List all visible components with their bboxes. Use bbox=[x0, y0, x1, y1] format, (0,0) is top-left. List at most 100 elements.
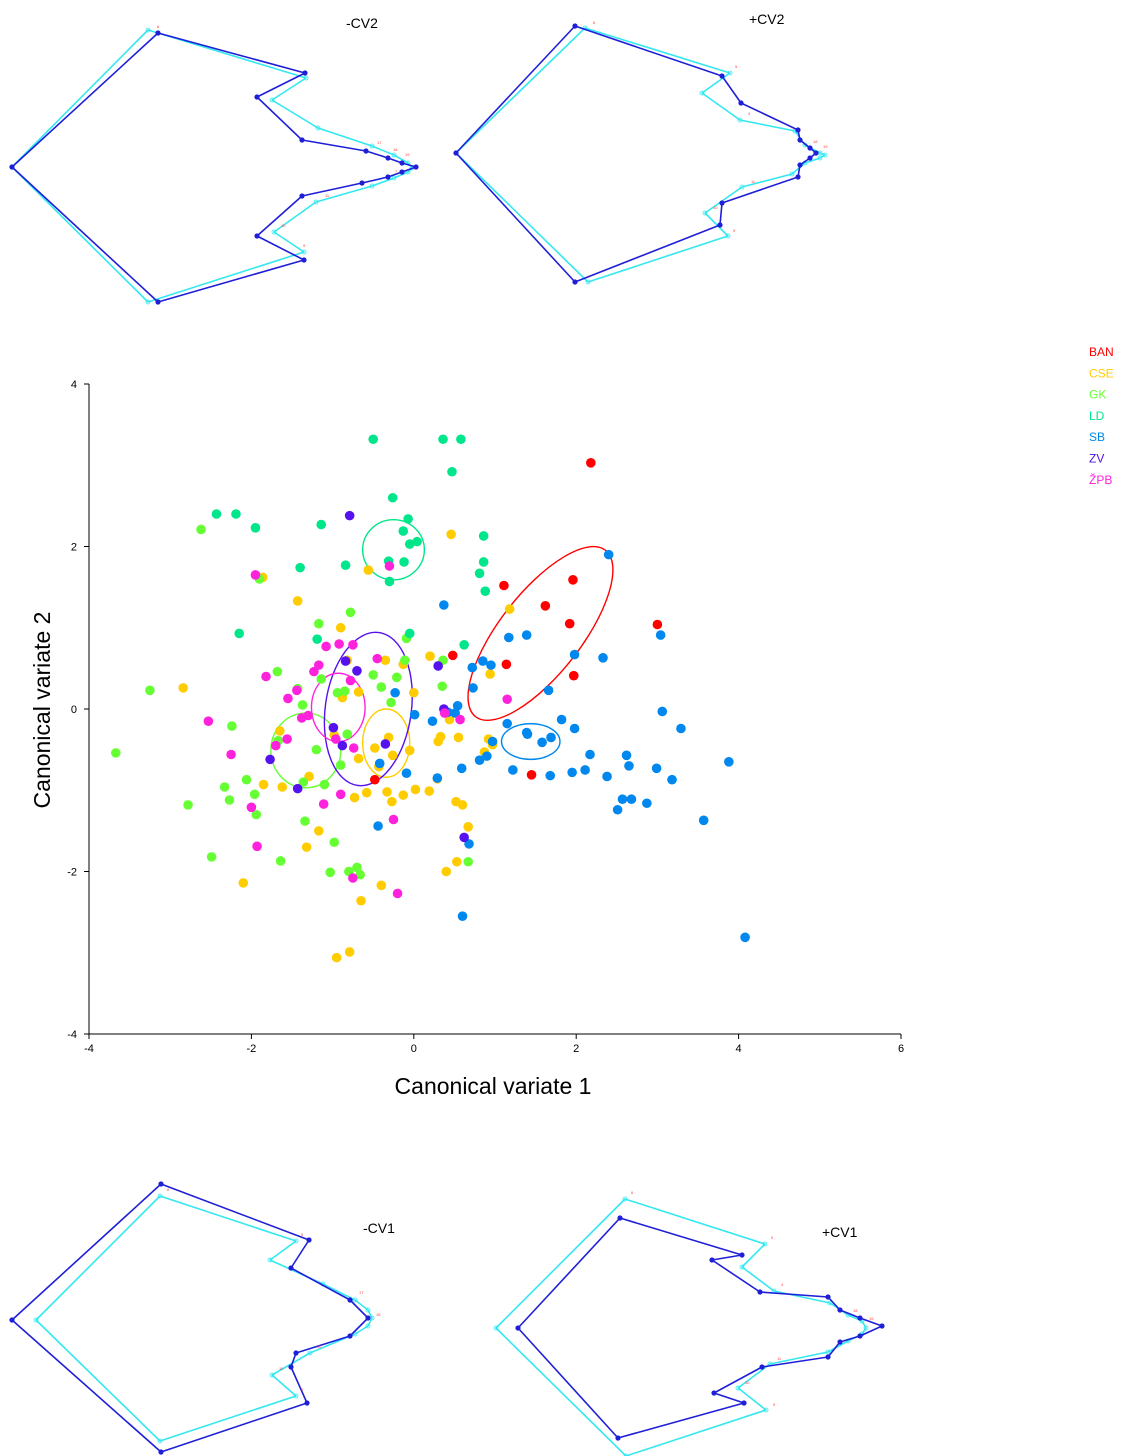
plus-cv2-deformed-landmark-6 bbox=[807, 145, 813, 151]
point-sb-36 bbox=[667, 774, 677, 785]
minus-cv2-consensus-landmark-5 bbox=[369, 143, 375, 149]
point-cse-47 bbox=[335, 622, 346, 633]
plus-cv2-consensus-landmark-13 bbox=[702, 210, 708, 216]
point-ld-19 bbox=[384, 576, 395, 587]
point-sb-5 bbox=[569, 649, 580, 660]
point-gk-8 bbox=[241, 774, 252, 785]
point-ban-6 bbox=[652, 619, 663, 630]
point-gk-33 bbox=[376, 682, 387, 692]
point-žpb-5 bbox=[292, 685, 302, 696]
minus-cv2-landmark-number-1: 6 bbox=[157, 24, 160, 29]
plus-cv2-landmark-number-4: 18 bbox=[813, 139, 818, 144]
point-zv-11 bbox=[328, 722, 339, 733]
minus-cv2-consensus-landmark-11 bbox=[369, 183, 375, 189]
point-ban-2 bbox=[568, 575, 578, 585]
minus-cv2-deformed-landmark-4 bbox=[299, 137, 305, 143]
minus-cv2-deformed-landmark-16 bbox=[9, 164, 15, 170]
plus-cv2-landmark-number-6: 11 bbox=[751, 179, 756, 184]
point-ld-17 bbox=[340, 560, 351, 570]
minus-cv2-landmark-number-3: 18 bbox=[393, 147, 398, 152]
point-žpb-9 bbox=[334, 639, 344, 649]
point-cse-13 bbox=[344, 947, 355, 957]
minus-cv1-deformed-landmark-4 bbox=[347, 1297, 353, 1303]
plus-cv1-deformed-landmark-12 bbox=[759, 1364, 765, 1370]
plus-cv2-deformed-landmark-7 bbox=[813, 150, 819, 156]
plus-cv1-consensus-outline bbox=[495, 1198, 867, 1456]
point-cse-2 bbox=[292, 596, 303, 606]
point-ld-25 bbox=[312, 634, 322, 644]
plus-cv2-deformed-landmark-13 bbox=[572, 279, 578, 285]
plus-cv2-consensus-landmark-2 bbox=[727, 70, 733, 76]
point-gk-17 bbox=[300, 816, 310, 826]
point-sb-28 bbox=[657, 706, 668, 717]
point-žpb-4 bbox=[283, 693, 293, 704]
point-zv-5 bbox=[380, 739, 391, 749]
point-sb-16 bbox=[427, 716, 438, 726]
point-sb-35 bbox=[651, 763, 662, 774]
point-gk-4 bbox=[206, 852, 217, 862]
plus-cv2-deformed-landmark-9 bbox=[797, 162, 803, 168]
minus-cv2-deformed-landmark-2 bbox=[302, 70, 308, 76]
point-ban-11 bbox=[370, 774, 380, 785]
point-sb-40 bbox=[457, 911, 468, 921]
x-tick-label: 6 bbox=[898, 1043, 904, 1055]
minus-cv1-consensus-landmark-5 bbox=[352, 1297, 358, 1303]
plus-cv2-deformed-landmark-1 bbox=[572, 23, 578, 29]
shape-panels: -CV2 +CV2 -CV1 +CV1 6 17 18 19 7 11 10 9 6 5 4 18 19… bbox=[9, 11, 885, 1456]
minus-cv2-deformed-landmark-9 bbox=[399, 169, 405, 175]
minus-cv2-landmark-number-4: 19 bbox=[405, 152, 410, 157]
point-žpb-20 bbox=[303, 710, 314, 721]
plus-cv2-consensus-landmark-15 bbox=[585, 279, 591, 285]
point-sb-52 bbox=[374, 758, 385, 769]
point-cse-25 bbox=[387, 796, 397, 807]
point-ld-5 bbox=[387, 492, 398, 503]
minus-cv2-consensus-landmark-12 bbox=[313, 199, 319, 205]
point-gk-2 bbox=[145, 685, 155, 696]
legend-item-žpb: ŽPB bbox=[1089, 472, 1112, 487]
point-ld-12 bbox=[404, 539, 415, 549]
legend-item-sb: SB bbox=[1089, 430, 1105, 444]
minus-cv1-consensus-landmark-11 bbox=[269, 1372, 275, 1378]
point-gk-20 bbox=[316, 674, 327, 684]
minus-cv2-deformed-outline bbox=[11, 32, 417, 303]
minus-cv1-landmark-number-6: 10 bbox=[279, 1366, 284, 1371]
plus-cv1-landmark-number-4: 18 bbox=[853, 1308, 858, 1313]
minus-cv1-landmark-number-4: 15 bbox=[376, 1312, 381, 1317]
point-sb-47 bbox=[508, 765, 518, 775]
point-sb-6 bbox=[598, 653, 608, 663]
point-gk-29 bbox=[345, 607, 356, 618]
y-tick-label: -2 bbox=[67, 867, 77, 879]
point-cse-30 bbox=[353, 753, 364, 764]
point-žpb-21 bbox=[331, 734, 341, 744]
plus-cv1-deformed-landmark-2 bbox=[739, 1252, 745, 1258]
point-žpb-23 bbox=[318, 799, 329, 809]
point-cse-14 bbox=[356, 895, 366, 906]
point-gk-25 bbox=[335, 760, 346, 770]
x-tick-label: 4 bbox=[736, 1043, 742, 1055]
point-zv-3 bbox=[352, 666, 362, 676]
plus-cv2-landmark-number-3: 4 bbox=[748, 111, 751, 116]
point-gk-1 bbox=[110, 748, 121, 758]
point-žpb-30 bbox=[502, 694, 512, 705]
legend: BAN CSE GK LD SB ZV ŽPB bbox=[1089, 345, 1114, 487]
plus-cv1-deformed-landmark-15 bbox=[615, 1435, 621, 1441]
plus-cv2-landmark-number-5: 19 bbox=[823, 144, 828, 149]
plus-cv1-consensus-landmark-5 bbox=[827, 1300, 833, 1306]
point-cse-44 bbox=[425, 651, 435, 661]
point-žpb-14 bbox=[270, 740, 281, 751]
legend-item-ld: LD bbox=[1089, 409, 1105, 423]
point-sb-43 bbox=[401, 768, 412, 778]
point-sb-25 bbox=[585, 749, 595, 760]
point-sb-11 bbox=[543, 685, 554, 696]
plus-cv1-deformed-landmark-7 bbox=[857, 1315, 863, 1321]
point-sb-50 bbox=[567, 767, 577, 778]
point-žpb-10 bbox=[348, 640, 358, 650]
plus-cv2-consensus-landmark-8 bbox=[822, 152, 828, 158]
point-ld-15 bbox=[399, 557, 409, 567]
point-sb-22 bbox=[546, 732, 556, 743]
point-cse-33 bbox=[404, 745, 415, 756]
point-cse-40 bbox=[435, 731, 446, 742]
point-gk-35 bbox=[391, 672, 402, 683]
point-ban-1 bbox=[586, 458, 596, 468]
plus-cv2-consensus-landmark-14 bbox=[725, 233, 731, 239]
